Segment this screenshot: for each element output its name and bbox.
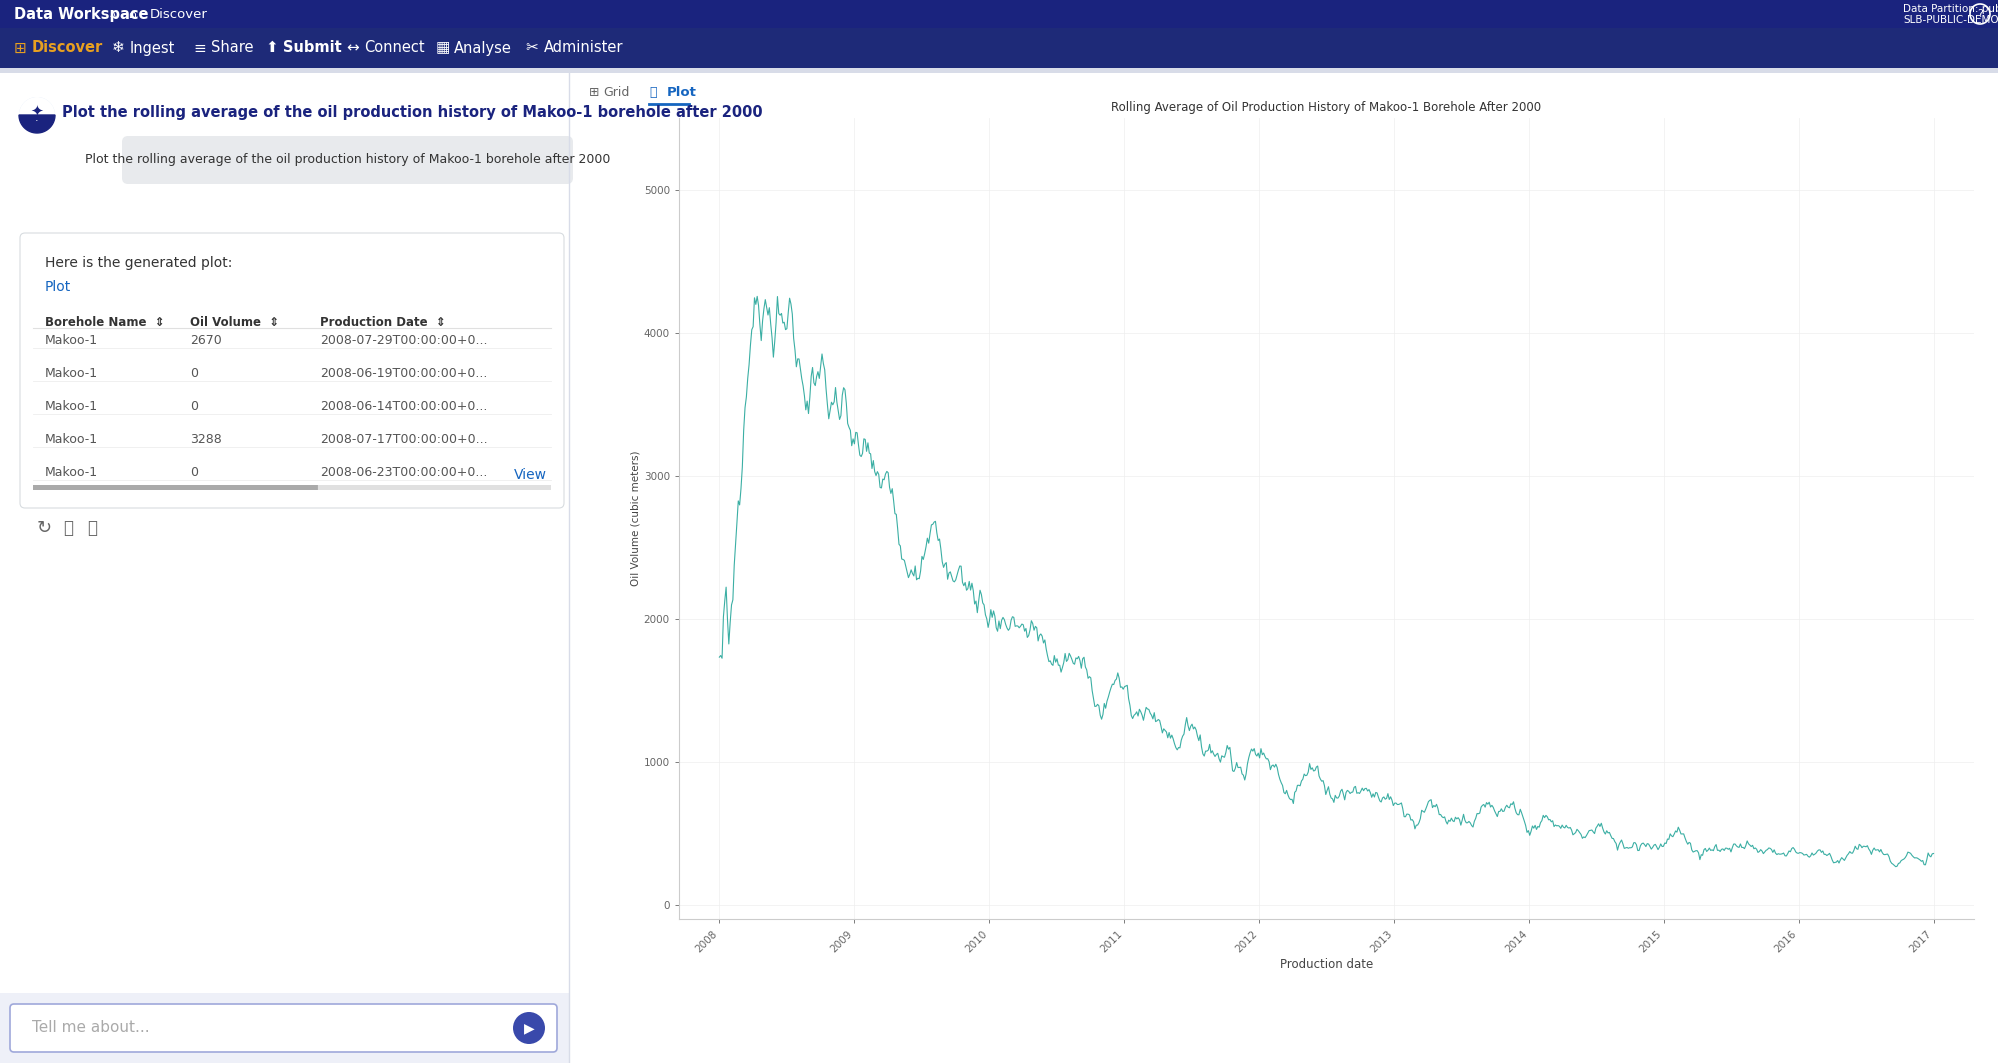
Text: ✂: ✂ — [525, 40, 537, 55]
Text: Grid: Grid — [603, 86, 629, 100]
Circle shape — [20, 97, 56, 133]
Text: ▦: ▦ — [436, 40, 450, 55]
FancyBboxPatch shape — [34, 485, 551, 490]
Text: 👍: 👍 — [64, 519, 74, 537]
Text: 2008-07-29T00:00:00+0...: 2008-07-29T00:00:00+0... — [320, 334, 488, 347]
Text: 2008-06-23T00:00:00+0...: 2008-06-23T00:00:00+0... — [320, 466, 488, 479]
Text: ·: · — [36, 116, 38, 126]
Text: Borehole Name  ⇕: Borehole Name ⇕ — [46, 316, 164, 330]
Text: Plot the rolling average of the oil production history of Makoo-1 borehole after: Plot the rolling average of the oil prod… — [62, 105, 763, 120]
Text: 2008-06-19T00:00:00+0...: 2008-06-19T00:00:00+0... — [320, 367, 488, 379]
Text: Submit: Submit — [284, 40, 342, 55]
Text: Analyse: Analyse — [454, 40, 511, 55]
Text: ⊞: ⊞ — [14, 40, 26, 55]
Text: Makoo-1: Makoo-1 — [46, 433, 98, 446]
Text: 0: 0 — [190, 466, 198, 479]
Text: ?: ? — [1978, 9, 1982, 19]
Text: 👎: 👎 — [88, 519, 98, 537]
Text: ∧: ∧ — [110, 9, 118, 19]
Text: Plot the rolling average of the oil production history of Makoo-1 borehole after: Plot the rolling average of the oil prod… — [84, 153, 609, 167]
FancyBboxPatch shape — [0, 993, 569, 1063]
Text: 0: 0 — [190, 367, 198, 379]
Text: Makoo-1: Makoo-1 — [46, 367, 98, 379]
Text: Discover: Discover — [150, 7, 208, 20]
Text: ⊞: ⊞ — [589, 86, 599, 100]
Text: ↔: ↔ — [346, 40, 360, 55]
Text: Production Date  ⇕: Production Date ⇕ — [320, 316, 446, 330]
Text: Ingest: Ingest — [130, 40, 176, 55]
FancyBboxPatch shape — [0, 73, 569, 1063]
Text: 📈: 📈 — [649, 86, 657, 100]
Text: ↻: ↻ — [38, 519, 52, 537]
Text: Here is the generated plot:: Here is the generated plot: — [46, 256, 232, 270]
Y-axis label: Oil Volume (cubic meters): Oil Volume (cubic meters) — [631, 451, 641, 587]
Text: Connect: Connect — [364, 40, 426, 55]
FancyBboxPatch shape — [0, 68, 1998, 73]
FancyBboxPatch shape — [34, 485, 318, 490]
Text: Data Workspace: Data Workspace — [14, 6, 148, 21]
FancyBboxPatch shape — [20, 233, 563, 508]
FancyBboxPatch shape — [10, 1003, 557, 1052]
FancyBboxPatch shape — [0, 28, 1998, 68]
Text: Plot: Plot — [667, 86, 697, 100]
Text: 3288: 3288 — [190, 433, 222, 446]
Circle shape — [513, 1012, 545, 1044]
FancyBboxPatch shape — [569, 73, 1998, 1063]
Circle shape — [20, 97, 56, 133]
Text: Tell me about...: Tell me about... — [32, 1020, 150, 1035]
FancyBboxPatch shape — [122, 136, 573, 184]
Text: 2008-07-17T00:00:00+0...: 2008-07-17T00:00:00+0... — [320, 433, 488, 446]
Text: 2670: 2670 — [190, 334, 222, 347]
Text: 0: 0 — [190, 400, 198, 414]
Text: Plot: Plot — [46, 280, 72, 294]
Text: ≡: ≡ — [194, 40, 206, 55]
Polygon shape — [20, 115, 56, 133]
Text: Administer: Administer — [543, 40, 623, 55]
Text: Data Partition: publicdemo01-osdu-slb: Data Partition: publicdemo01-osdu-slb — [1902, 4, 1998, 14]
Title: Rolling Average of Oil Production History of Makoo-1 Borehole After 2000: Rolling Average of Oil Production Histor… — [1111, 101, 1542, 114]
Text: Makoo-1: Makoo-1 — [46, 466, 98, 479]
Text: ⌂: ⌂ — [128, 7, 136, 20]
Text: SLB-PUBLIC-DEMO-01: SLB-PUBLIC-DEMO-01 — [1902, 15, 1998, 26]
Text: Makoo-1: Makoo-1 — [46, 334, 98, 347]
Text: Discover: Discover — [32, 40, 104, 55]
Text: Oil Volume  ⇕: Oil Volume ⇕ — [190, 316, 280, 330]
Text: ❄: ❄ — [112, 40, 124, 55]
X-axis label: Production date: Production date — [1281, 959, 1373, 972]
Text: View: View — [513, 468, 547, 482]
Text: ✦: ✦ — [30, 103, 44, 118]
Text: ▶: ▶ — [523, 1020, 533, 1035]
Text: Makoo-1: Makoo-1 — [46, 400, 98, 414]
FancyBboxPatch shape — [0, 0, 1998, 28]
Text: ⬆: ⬆ — [266, 40, 278, 55]
Text: 2008-06-14T00:00:00+0...: 2008-06-14T00:00:00+0... — [320, 400, 488, 414]
Text: Share: Share — [212, 40, 254, 55]
